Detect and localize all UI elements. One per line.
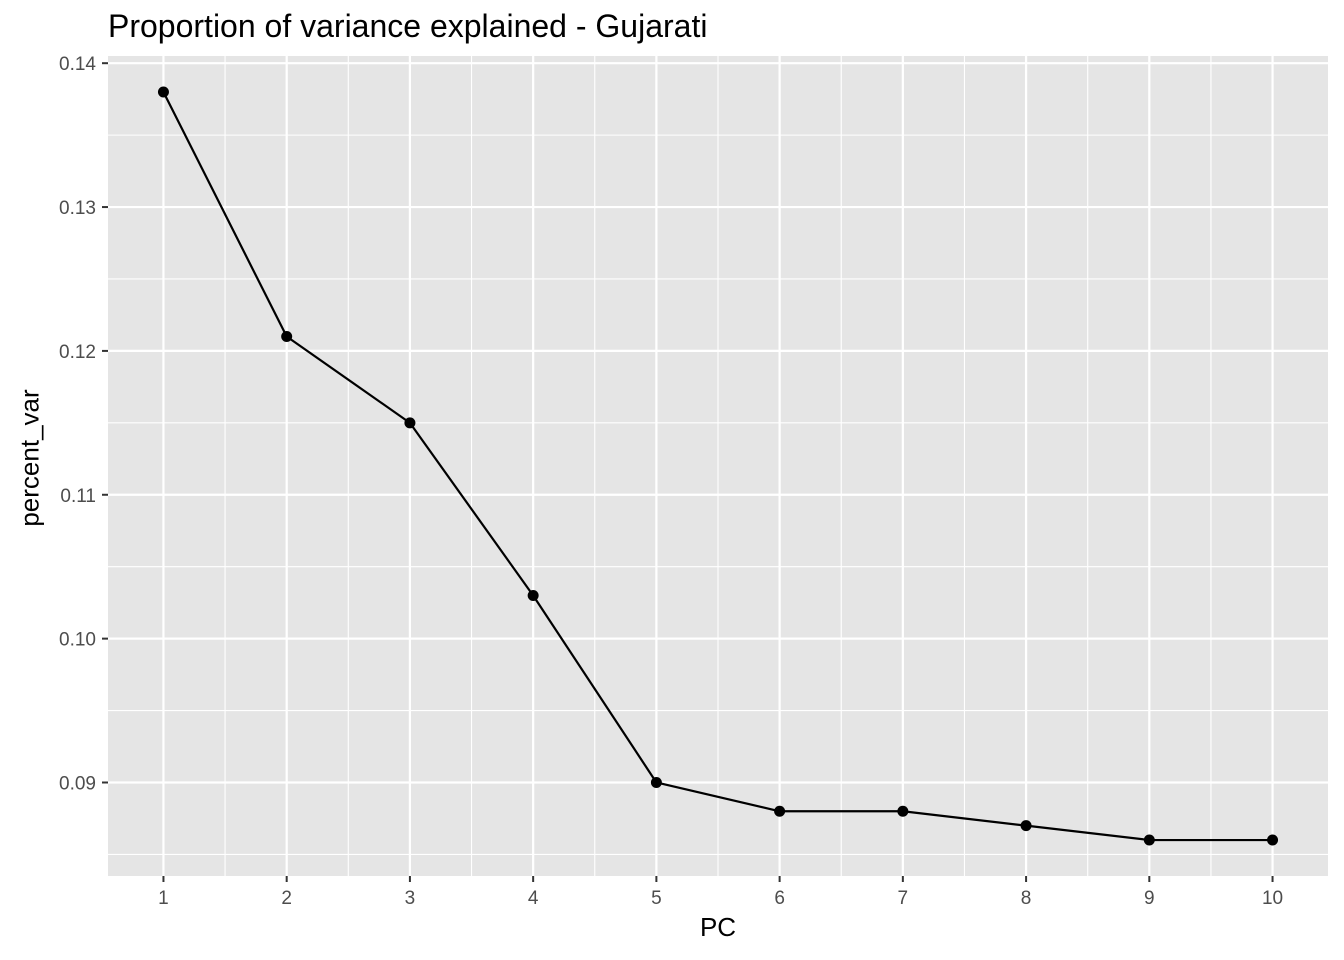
x-tick-label: 8 [1021, 888, 1032, 909]
x-tick-label: 2 [281, 888, 292, 909]
x-tick-label: 10 [1262, 888, 1283, 909]
y-tick-label: 0.14 [59, 54, 96, 75]
x-tick-label: 6 [774, 888, 785, 909]
x-tick-label: 5 [651, 888, 662, 909]
data-point [1267, 834, 1279, 846]
x-axis-label: PC [699, 912, 737, 942]
data-point [650, 776, 662, 788]
y-tick-label: 0.12 [59, 342, 96, 363]
y-tick-label: 0.11 [60, 486, 96, 507]
data-point [774, 805, 786, 817]
chart-title: Proportion of variance explained - Gujar… [108, 8, 708, 44]
x-tick-label: 1 [158, 888, 169, 909]
series-line [162, 91, 1273, 842]
y-axis-label: percent_var [14, 389, 45, 527]
data-point [1020, 820, 1032, 832]
x-tick-label: 4 [528, 888, 539, 909]
data-point [404, 417, 416, 429]
data-point [1143, 834, 1155, 846]
data-point [157, 86, 169, 98]
data-point [527, 589, 539, 601]
y-tick-label: 0.13 [59, 198, 96, 219]
x-tick-label: 3 [405, 888, 416, 909]
data-point [281, 331, 293, 343]
y-tick-label: 0.10 [59, 630, 96, 651]
y-tick-label: 0.09 [59, 773, 96, 794]
data-point [897, 805, 909, 817]
x-tick-label: 7 [898, 888, 909, 909]
x-tick-label: 9 [1144, 888, 1155, 909]
